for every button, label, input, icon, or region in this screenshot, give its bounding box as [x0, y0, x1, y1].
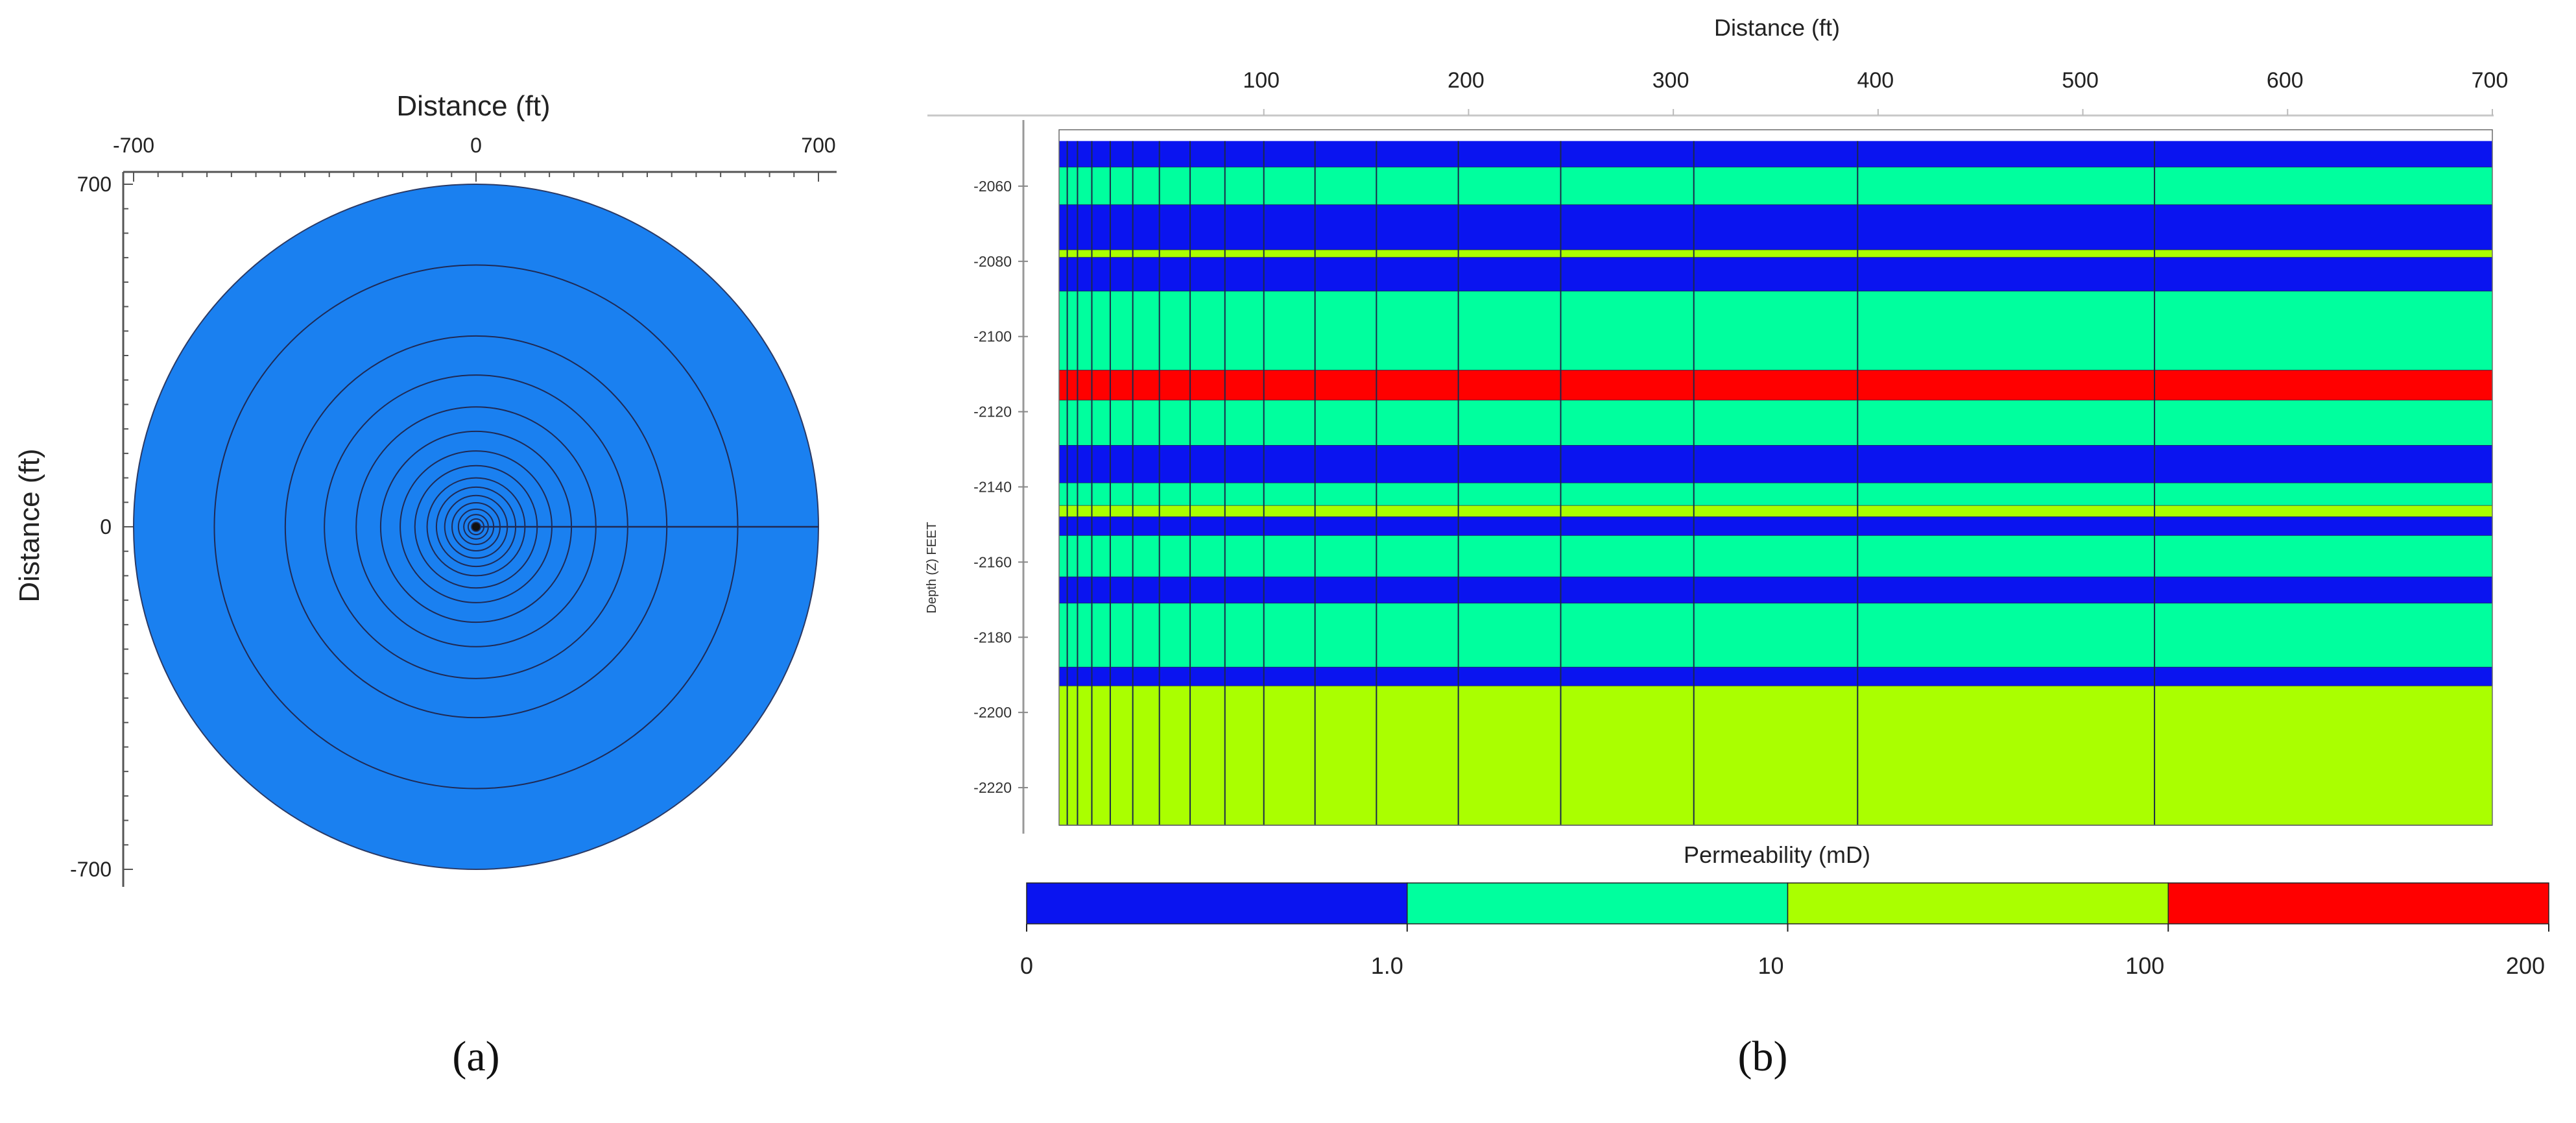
b-y-tick-label: -2080: [973, 253, 1012, 270]
panel-a-label: (a): [452, 1033, 499, 1080]
b-layer-band: [1059, 370, 2492, 401]
b-y-tick-label: -2060: [973, 178, 1012, 195]
b-layer-band: [1059, 505, 2492, 517]
a-y-tick-label: 0: [100, 515, 112, 538]
b-layer-band: [1059, 167, 2492, 205]
colorbar-tick-label: 1.0: [1371, 952, 1403, 979]
b-layer-band: [1059, 483, 2492, 506]
b-layer-band: [1059, 535, 2492, 577]
a-y-tick-labels: 700 0 -700: [70, 173, 112, 881]
a-y-axis-title: Distance (ft): [14, 448, 45, 602]
colorbar-swatch: [1407, 882, 1789, 924]
b-layer-band: [1059, 400, 2492, 446]
colorbar-tick-label: 100: [2125, 952, 2164, 979]
a-wellbore-center: [472, 523, 480, 531]
b-plot-frame: [1058, 129, 2493, 826]
b-layer-band: [1059, 250, 2492, 258]
b-x-axis-title: Distance (ft): [1714, 14, 1840, 41]
b-x-tick-labels: 100 200 300 400 500 600 700: [1243, 68, 2508, 115]
b-layer-band: [1059, 258, 2492, 292]
panel-b-label: (b): [1738, 1033, 1788, 1080]
b-y-tick-label: -2140: [973, 478, 1012, 495]
a-minor-ticks: [123, 172, 819, 870]
b-y-tick-label: -2200: [973, 704, 1012, 721]
b-y-tick-label: -2100: [973, 328, 1012, 345]
b-y-tick-label: -2220: [973, 779, 1012, 796]
b-x-tick-label: 500: [2062, 68, 2099, 93]
a-y-tick-label: -700: [70, 858, 112, 881]
colorbar-swatch: [1026, 882, 1408, 924]
colorbar-tick-label: 0: [1020, 952, 1033, 979]
b-layer-band: [1059, 667, 2492, 686]
colorbar-tick-label: 10: [1758, 952, 1783, 979]
a-x-tick-labels: -700 0 700: [113, 134, 836, 157]
b-x-tick-label: 200: [1448, 68, 1485, 93]
colorbar-swatch: [1787, 882, 2169, 924]
b-layer-band: [1059, 204, 2492, 250]
a-x-tick-label: -700: [113, 134, 154, 157]
colorbar: [1026, 882, 2549, 924]
colorbar-title: Permeability (mD): [1684, 841, 1870, 868]
b-x-tick-label: 300: [1652, 68, 1689, 93]
a-y-tick-label: 700: [77, 173, 112, 196]
b-layer-band: [1059, 141, 2492, 167]
b-y-tick-label: -2180: [973, 629, 1012, 646]
b-layer-band: [1059, 291, 2492, 370]
b-layer-band: [1059, 686, 2492, 825]
a-x-axis-title: Distance (ft): [396, 90, 550, 122]
b-x-tick-label: 400: [1857, 68, 1894, 93]
panel-a-radial-grid: Distance (ft) Distance (ft) -700 0 700 700…: [14, 90, 837, 1080]
b-y-tick-labels: -2060 -2080 -2100 -2120 -2140 -2160 -2180 -2200…: [973, 178, 1028, 796]
a-x-tick-label: 700: [801, 134, 835, 157]
b-y-tick-label: -2160: [973, 553, 1012, 570]
b-x-tick-label: 100: [1243, 68, 1280, 93]
panel-b-permeability-section: Distance (ft) 100 200 300 400 500 600 700 -206…: [925, 14, 2549, 1080]
b-y-axis-title: Depth (Z) FEET: [925, 522, 939, 613]
b-x-tick-label: 600: [2267, 68, 2304, 93]
colorbar-tick-label: 200: [2506, 952, 2545, 979]
b-layer-band: [1059, 603, 2492, 668]
b-x-tick-label: 700: [2472, 68, 2509, 93]
b-layer-band: [1059, 445, 2492, 483]
colorbar-tick-labels: 0 1.0 10 100 200: [1020, 924, 2549, 979]
b-layer-band: [1059, 577, 2492, 604]
colorbar-swatch: [2167, 882, 2549, 924]
b-permeability-layers: [1059, 141, 2492, 826]
b-layer-band: [1059, 516, 2492, 536]
a-x-tick-label: 0: [470, 134, 482, 157]
b-y-tick-label: -2120: [973, 404, 1012, 420]
b-grid-boundaries: [1066, 141, 2156, 825]
